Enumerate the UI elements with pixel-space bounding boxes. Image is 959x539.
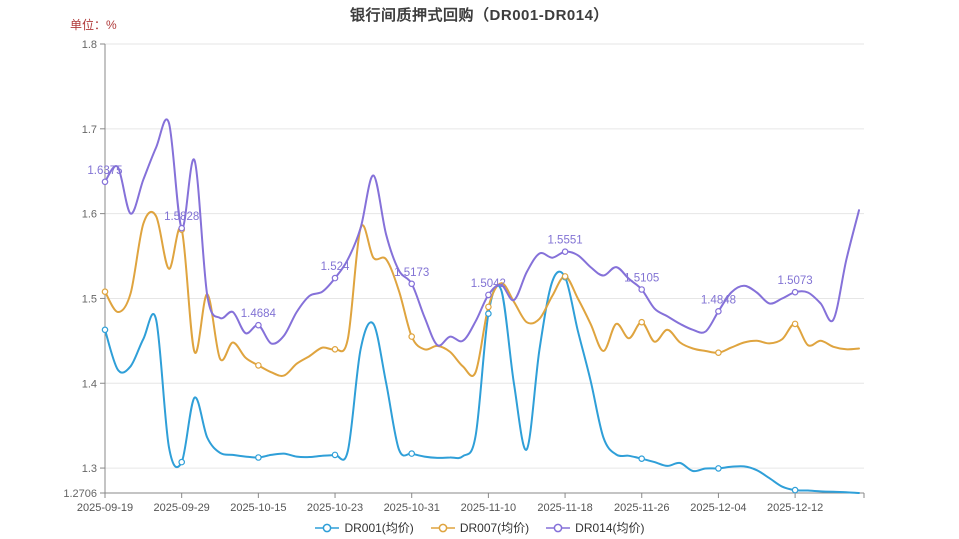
legend-line-circle-icon bbox=[430, 523, 455, 532]
dr001-marker[interactable] bbox=[331, 451, 339, 459]
dr014-value-label: 1.5105 bbox=[624, 273, 659, 285]
page-title: 银行间质押式回购（DR001-DR014） bbox=[350, 7, 609, 24]
dr014-marker[interactable] bbox=[485, 291, 492, 299]
dr001-line bbox=[104, 270, 860, 494]
dr014-line bbox=[104, 118, 860, 347]
dr014-value-label: 1.4684 bbox=[241, 308, 277, 320]
dr014-marker[interactable] bbox=[331, 274, 339, 282]
dr001-marker[interactable] bbox=[638, 455, 646, 463]
dr014-value-label: 1.4848 bbox=[701, 294, 736, 306]
dr007-line bbox=[104, 210, 860, 377]
dr007-marker[interactable] bbox=[561, 273, 569, 280]
dr007-marker[interactable] bbox=[485, 303, 492, 311]
x-axis-label: 2025-11-18 bbox=[537, 502, 592, 514]
dr014-value-label: 1.5173 bbox=[394, 267, 429, 279]
x-axis-label: 2025-12-12 bbox=[767, 502, 823, 514]
x-axis-label: 2025-11-10 bbox=[461, 502, 516, 514]
dr001-marker[interactable] bbox=[791, 486, 799, 494]
y-axis-label: 1.6 bbox=[82, 209, 97, 221]
legend-item-label: DR001(均价) bbox=[344, 521, 414, 535]
dr007-marker[interactable] bbox=[715, 349, 722, 357]
legend-item-dr014[interactable]: DR014(均价) bbox=[545, 519, 645, 536]
y-axis-label: 1.7 bbox=[82, 124, 97, 136]
dr001-marker[interactable] bbox=[485, 310, 492, 318]
x-axis-label: 2025-10-23 bbox=[307, 502, 363, 514]
dr014-marker[interactable] bbox=[791, 288, 799, 296]
legend-line-circle-icon bbox=[315, 523, 340, 532]
dr007-marker[interactable] bbox=[255, 362, 262, 369]
dr007-marker[interactable] bbox=[331, 345, 339, 353]
dr001-marker[interactable] bbox=[408, 450, 416, 457]
dr014-marker[interactable] bbox=[561, 248, 569, 256]
dr014-value-label: 1.5042 bbox=[471, 278, 506, 290]
dr014-value-label: 1.5073 bbox=[778, 275, 813, 287]
legend-circle bbox=[438, 523, 448, 532]
y-axis-label: 1.8 bbox=[82, 39, 97, 51]
dr001-marker[interactable] bbox=[715, 465, 722, 472]
dr014-marker[interactable] bbox=[638, 286, 646, 293]
x-axis-label: 2025-11-26 bbox=[614, 502, 669, 514]
legend-circle bbox=[323, 523, 332, 532]
dr014-value-label: 1.6375 bbox=[87, 165, 122, 177]
x-axis-label: 2025-09-19 bbox=[77, 502, 133, 514]
dr001-marker[interactable] bbox=[255, 454, 262, 461]
x-axis-label: 2025-09-29 bbox=[154, 502, 210, 514]
legend-item-label: DR014(均价) bbox=[575, 521, 645, 535]
dr007-marker[interactable] bbox=[101, 288, 109, 296]
y-axis-label: 1.3 bbox=[82, 463, 97, 475]
x-axis-label: 2025-10-15 bbox=[230, 502, 286, 514]
dr014-marker[interactable] bbox=[178, 224, 186, 232]
dr001-marker[interactable] bbox=[178, 458, 186, 466]
dr001-marker[interactable] bbox=[101, 326, 109, 334]
dr014-marker[interactable] bbox=[408, 280, 416, 288]
dr014-marker[interactable] bbox=[715, 307, 722, 315]
dr014-value-label: 1.524 bbox=[321, 261, 350, 273]
legend-item-dr007[interactable]: DR007(均价) bbox=[430, 519, 529, 536]
dr007-marker[interactable] bbox=[791, 320, 799, 328]
legend-item-label: DR007(均价) bbox=[459, 521, 530, 535]
legend-circle bbox=[553, 523, 563, 532]
unit-label: 单位：% bbox=[70, 18, 117, 32]
dr014-marker[interactable] bbox=[101, 178, 109, 186]
dr014-value-label: 1.5828 bbox=[164, 211, 199, 223]
dr007-marker[interactable] bbox=[408, 333, 416, 340]
y-axis-label: 1.5 bbox=[82, 293, 97, 305]
dr007-marker[interactable] bbox=[638, 318, 646, 326]
legend: DR001(均价) DR007(均价) DR014(均价) bbox=[0, 519, 959, 536]
x-axis-label: 2025-10-31 bbox=[384, 502, 440, 514]
y-axis-label: 1.2706 bbox=[63, 488, 97, 500]
dr014-marker[interactable] bbox=[255, 321, 262, 329]
legend-item-dr001[interactable]: DR001(均价) bbox=[314, 519, 414, 536]
x-axis-label: 2025-12-04 bbox=[690, 502, 746, 514]
legend-line-circle-icon bbox=[546, 523, 571, 532]
dr014-value-label: 1.5551 bbox=[547, 235, 582, 247]
y-axis-label: 1.4 bbox=[82, 378, 97, 390]
